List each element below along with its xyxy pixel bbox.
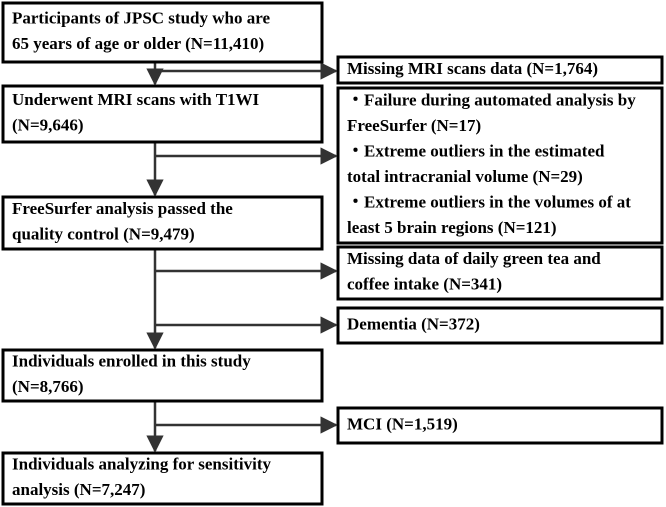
box-text: ・Extreme outliers in the estimated xyxy=(347,142,605,161)
box-text: Dementia (N=372) xyxy=(347,314,480,333)
box-text: MCI (N=1,519) xyxy=(347,414,458,433)
step-box xyxy=(1,451,324,506)
box-text: 65 years of age or older (N=11,410) xyxy=(12,34,264,53)
step-box xyxy=(1,84,324,144)
exclusion-box xyxy=(336,406,664,445)
box-text: ・Extreme outliers in the volumes of at xyxy=(347,193,631,212)
box-text: total intracranial volume (N=29) xyxy=(347,167,583,186)
step-box xyxy=(1,195,324,251)
box-text: quality control (N=9,479) xyxy=(12,225,195,244)
box-text: (N=8,766) xyxy=(12,377,84,396)
connectors xyxy=(146,62,338,453)
box-text: analysis (N=7,247) xyxy=(12,480,145,499)
exclusion-box xyxy=(336,306,664,345)
box-text: FreeSurfer analysis passed the xyxy=(12,199,233,218)
box-text: least 5 brain regions (N=121) xyxy=(347,218,557,237)
box-text: Participants of JPSC study who are xyxy=(12,9,270,28)
box-text: Missing data of daily green tea and xyxy=(347,249,601,268)
exclusion-box xyxy=(336,55,664,85)
box-text: (N=9,646) xyxy=(12,116,84,135)
box-text: Missing MRI scans data (N=1,764) xyxy=(347,59,598,78)
box-text: ・Failure during automated analysis by xyxy=(347,91,636,110)
box-text: Underwent MRI scans with T1WI xyxy=(12,90,260,109)
box-text: Individuals analyzing for sensitivity xyxy=(12,455,271,474)
exclusion-box xyxy=(336,86,664,245)
box-text: coffee intake (N=341) xyxy=(347,275,502,294)
step-box xyxy=(1,1,324,64)
step-box xyxy=(1,348,324,403)
exclusion-box xyxy=(336,245,664,301)
box-text: FreeSurfer (N=17) xyxy=(347,116,481,135)
box-text: Individuals enrolled in this study xyxy=(12,352,251,371)
